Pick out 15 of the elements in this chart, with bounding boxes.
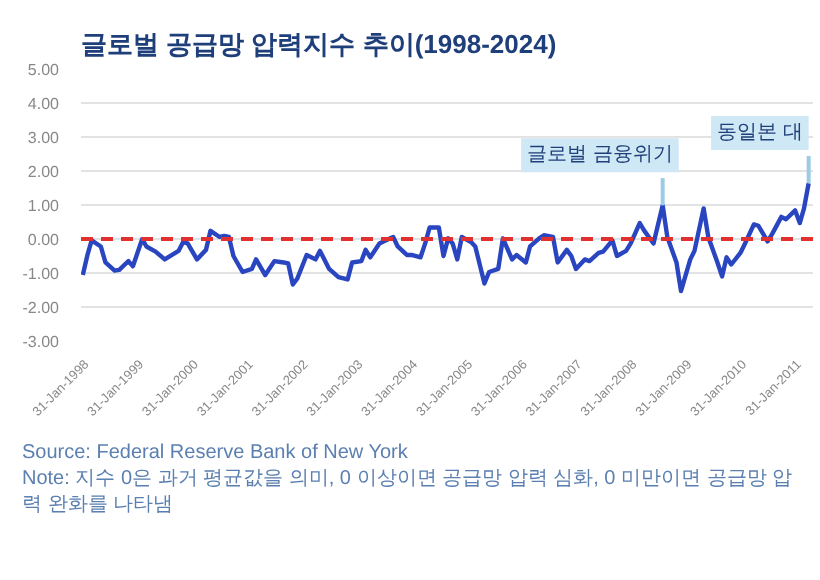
y-tick-label: 0.00 <box>27 231 61 249</box>
y-tick-label: 2.00 <box>27 163 61 181</box>
y-tick-label: -1.00 <box>22 265 61 283</box>
y-tick-label: -2.00 <box>22 299 61 317</box>
y-tick-label: 3.00 <box>27 129 61 147</box>
y-tick-label: 1.00 <box>27 197 61 215</box>
line-series <box>81 181 811 294</box>
source-note: Source: Federal Reserve Bank of New York <box>22 442 408 464</box>
y-tick-label: 5.00 <box>27 61 61 79</box>
y-tick-label: 4.00 <box>27 95 61 113</box>
chart-title: 글로벌 공급망 압력지수 추이(1998-2024) <box>81 29 557 59</box>
text: Note: 지수 0은 과거 평균값을 의미, 0 이상이면 공급망 압력 심화, 0 미만이면 공급망 압력 완화를 나타냄 <box>22 468 793 516</box>
y-tick-label: -3.00 <box>22 333 61 351</box>
annotation: 글로벌 금융위기 <box>527 144 673 167</box>
annotation: 동일본 대 <box>717 122 803 145</box>
